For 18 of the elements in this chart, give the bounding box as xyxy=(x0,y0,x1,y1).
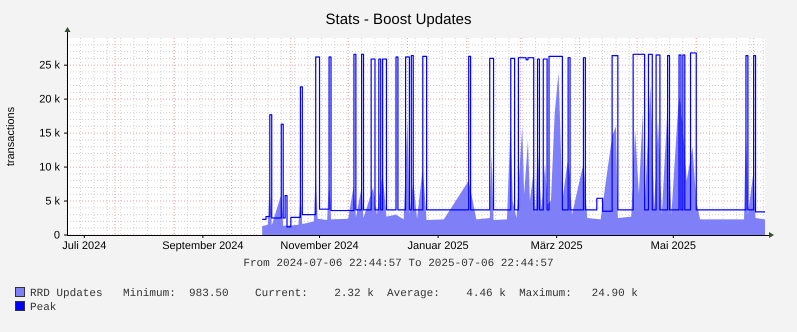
y-tick-label: 0 xyxy=(54,230,60,242)
x-tick-label: September 2024 xyxy=(162,240,244,252)
y-tick-label: 20 k xyxy=(39,94,60,106)
x-tick-label: Januar 2025 xyxy=(408,240,469,252)
legend-label: RRD Updates xyxy=(30,288,103,300)
y-tick-label: 10 k xyxy=(39,162,60,174)
y-tick-label: 15 k xyxy=(39,128,60,140)
y-tick-label: 5 k xyxy=(45,196,60,208)
y-tick-label: 25 k xyxy=(39,60,60,72)
x-tick-label: Mai 2025 xyxy=(650,240,696,252)
legend-label: Peak xyxy=(30,302,57,314)
x-tick-label: November 2024 xyxy=(280,240,359,252)
y-axis-title: transactions xyxy=(5,106,17,166)
chart-title: Stats - Boost Updates xyxy=(326,11,472,28)
x-tick-label: März 2025 xyxy=(530,240,583,252)
text: From 2024-07-06 22:44:57 To 2025-07-06 22:44:57 xyxy=(243,258,554,270)
x-tick-label: Juli 2024 xyxy=(62,240,106,252)
text: Minimum: 983.50 Current: 2.32 k Average: 4.46 k Maximum: 24.90 k xyxy=(123,288,638,300)
